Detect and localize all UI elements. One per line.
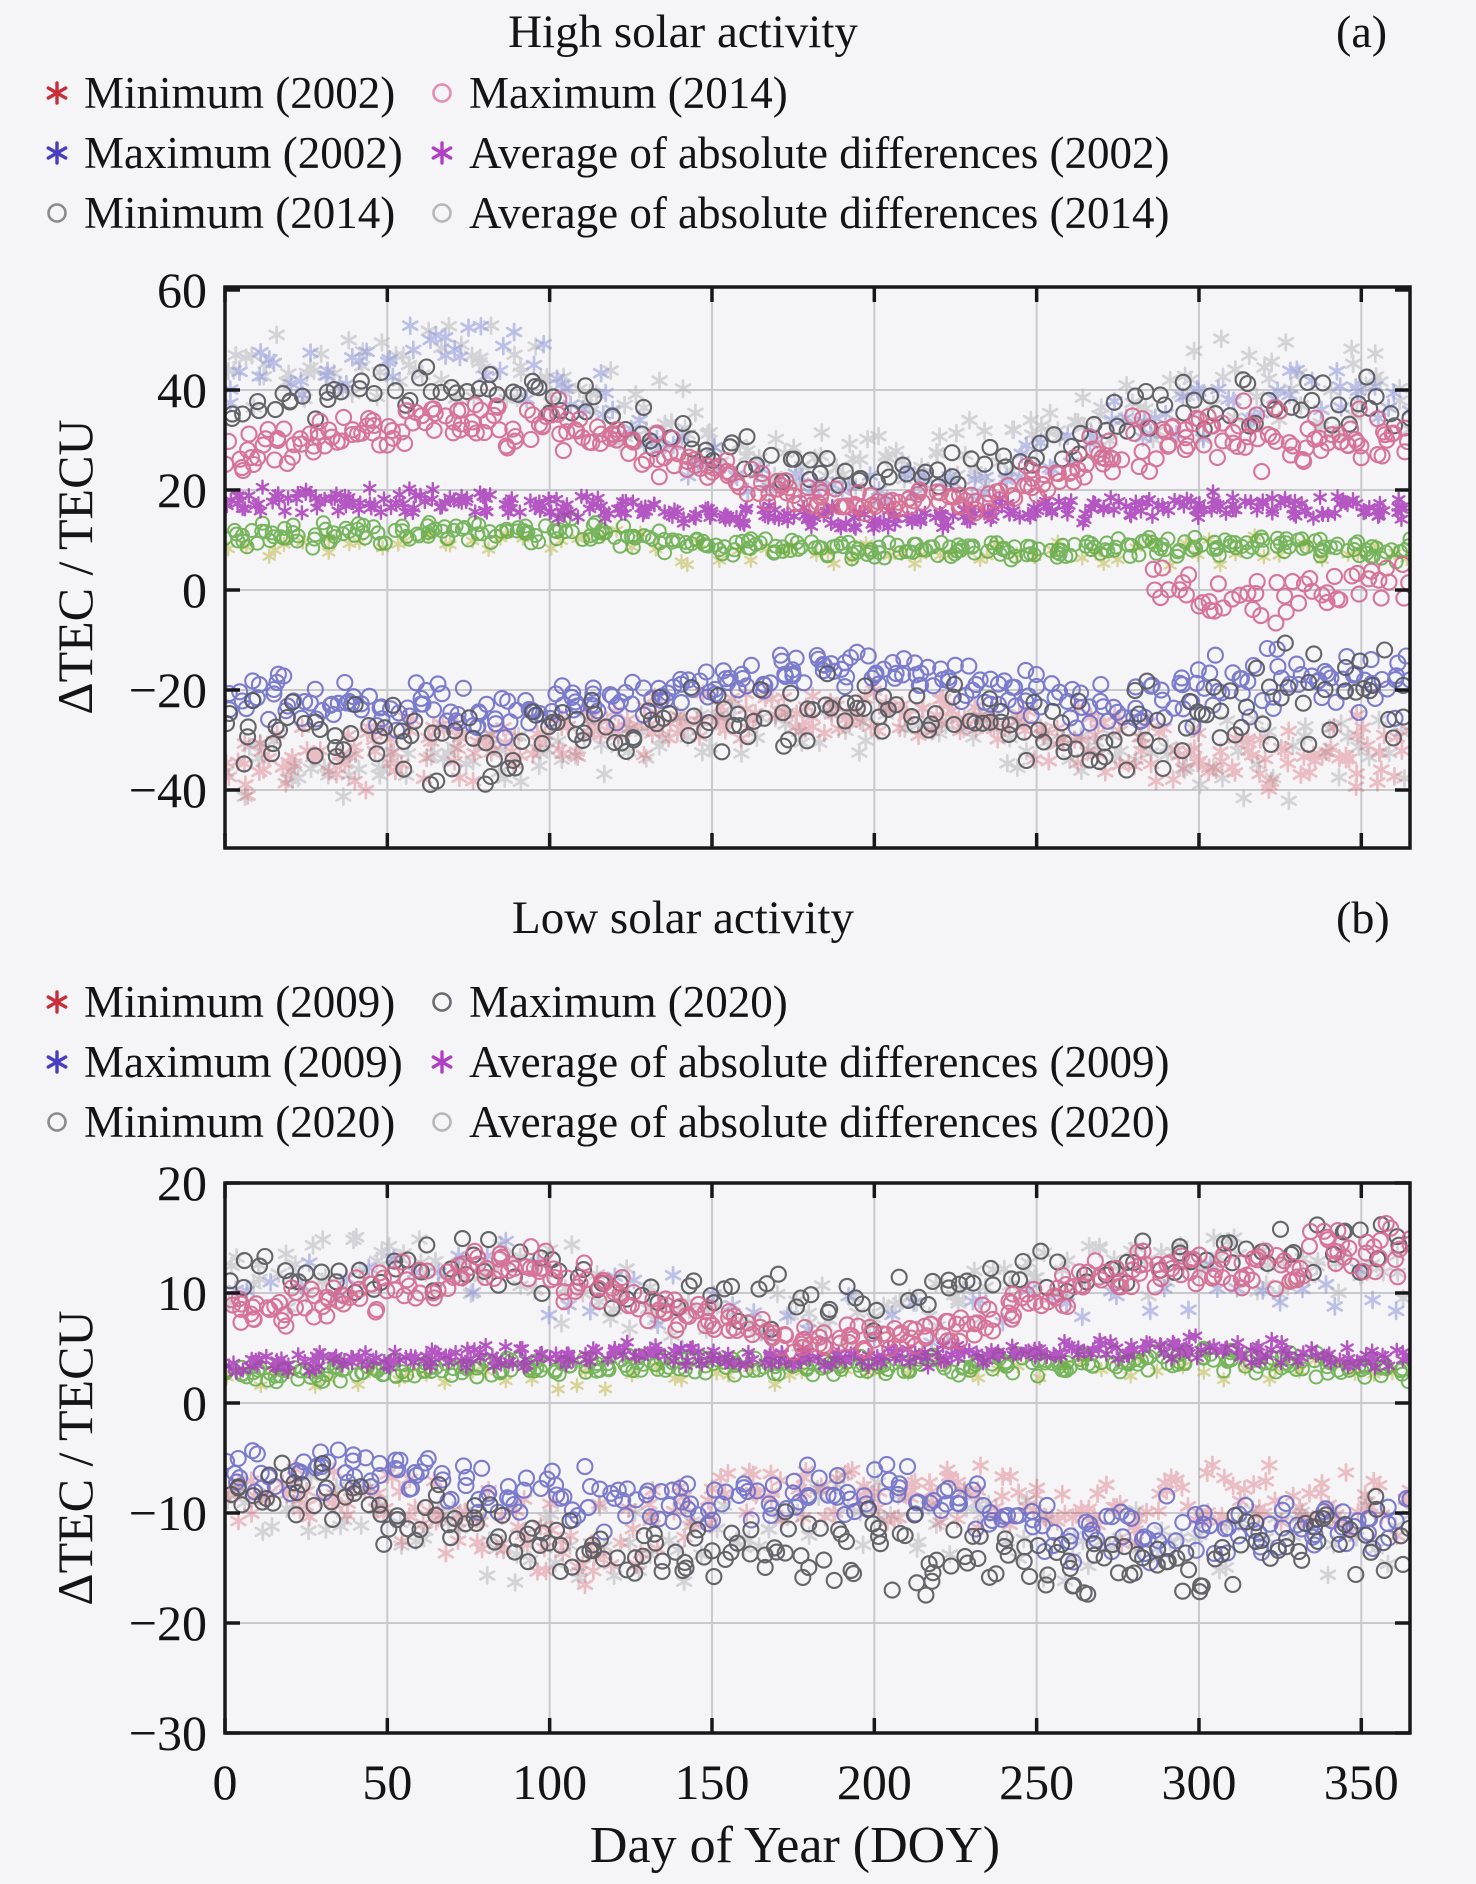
legend-row: Maximum (2002) Average of absolute differ… [40, 123, 1170, 183]
panel-b-y-axis-label: ΔTEC / TECU [47, 1310, 103, 1606]
x-tick-label: 150 [674, 1754, 750, 1810]
legend-item-minimum-2009: Minimum (2009) [40, 976, 425, 1028]
asterisk-marker-icon [46, 1050, 68, 1074]
panel-b-corner-label: (b) [1336, 892, 1390, 943]
y-tick-label-a: −20 [128, 662, 207, 718]
legend-item-average-of-absolute-differences-2020: Average of absolute differences (2020) [425, 1096, 1170, 1148]
legend-item-maximum-2009: Maximum (2009) [40, 1036, 425, 1088]
legend-label: Average of absolute differences (2002) [469, 128, 1170, 178]
y-tick-label-b: 0 [182, 1375, 207, 1431]
legend-item-minimum-2014: Minimum (2014) [40, 187, 425, 239]
panel-a-legend: Minimum (2002) Maximum (2014) Maximum (200… [40, 63, 1170, 243]
x-tick-label: 200 [836, 1754, 912, 1810]
y-tick-label-a: 60 [157, 262, 207, 318]
legend-label: Maximum (2002) [84, 128, 403, 178]
legend-label: Minimum (2002) [84, 68, 396, 118]
legend-row: Minimum (2020) Average of absolute differ… [40, 1092, 1170, 1152]
legend-label: Maximum (2020) [469, 977, 788, 1027]
panel-b-plot-area [223, 1181, 1412, 1735]
y-tick-label-b: 10 [157, 1265, 207, 1321]
axes-a [223, 285, 1412, 850]
legend-row: Minimum (2002) Maximum (2014) [40, 63, 1170, 123]
x-tick-label: 250 [999, 1754, 1075, 1810]
axes-b [223, 1181, 1412, 1735]
legend-row: Minimum (2014) Average of absolute differ… [40, 183, 1170, 243]
legend-item-maximum-2020: Maximum (2020) [425, 976, 788, 1028]
legend-label: Average of absolute differences (2014) [469, 188, 1170, 238]
legend-label: Minimum (2020) [84, 1097, 396, 1147]
panel-a-title: High solar activity [508, 6, 858, 58]
series-maximum-2014-pink-circles-late-year-low-cluster [1144, 555, 1410, 632]
y-tick-label-a: 40 [157, 362, 207, 418]
circle-marker-icon [432, 992, 452, 1012]
circle-marker-icon [432, 203, 452, 223]
y-tick-label-b: −20 [128, 1595, 207, 1651]
y-tick-label-b: −10 [128, 1485, 207, 1541]
legend-label: Average of absolute differences (2020) [469, 1097, 1170, 1147]
panel-a-plot-area [223, 285, 1412, 850]
x-tick-label: 0 [212, 1754, 238, 1810]
legend-label: Minimum (2014) [84, 188, 396, 238]
x-tick-label: 100 [512, 1754, 588, 1810]
circle-marker-icon [47, 1112, 67, 1132]
asterisk-marker-icon [46, 81, 68, 105]
legend-item-minimum-2020: Minimum (2020) [40, 1096, 425, 1148]
y-tick-label-b: −30 [128, 1705, 207, 1761]
circle-marker-icon [432, 1112, 452, 1132]
panel-b-legend: Minimum (2009) Maximum (2020) Maximum (200… [40, 972, 1170, 1152]
legend-row: Minimum (2009) Maximum (2020) [40, 972, 1170, 1032]
legend-item-average-of-absolute-differences-2002: Average of absolute differences (2002) [425, 127, 1170, 179]
asterisk-marker-icon [431, 1050, 453, 1074]
circle-marker-icon [432, 83, 452, 103]
panel-a-corner-label: (a) [1336, 6, 1388, 57]
legend-label: Minimum (2009) [84, 977, 396, 1027]
x-tick-label: 300 [1161, 1754, 1237, 1810]
legend-item-maximum-2002: Maximum (2002) [40, 127, 425, 179]
legend-item-average-of-absolute-differences-2014: Average of absolute differences (2014) [425, 187, 1170, 239]
y-tick-label-b: 20 [157, 1155, 207, 1211]
x-tick-label: 50 [362, 1754, 413, 1810]
legend-label: Average of absolute differences (2009) [469, 1037, 1170, 1087]
asterisk-marker-icon [431, 141, 453, 165]
legend-label: Maximum (2009) [84, 1037, 403, 1087]
legend-item-average-of-absolute-differences-2009: Average of absolute differences (2009) [425, 1036, 1170, 1088]
legend-label: Maximum (2014) [469, 68, 788, 118]
panel-b-title: Low solar activity [512, 892, 854, 944]
circle-marker-icon [47, 203, 67, 223]
y-tick-label-a: 0 [182, 562, 207, 618]
legend-item-minimum-2002: Minimum (2002) [40, 67, 425, 119]
legend-item-maximum-2014: Maximum (2014) [425, 67, 788, 119]
x-tick-label: 350 [1323, 1754, 1399, 1810]
asterisk-marker-icon [46, 990, 68, 1014]
y-tick-label-a: 20 [157, 462, 207, 518]
y-tick-label-a: −40 [128, 762, 207, 818]
x-axis-label: Day of Year (DOY) [589, 1817, 1001, 1874]
legend-row: Maximum (2009) Average of absolute differ… [40, 1032, 1170, 1092]
asterisk-marker-icon [46, 141, 68, 165]
